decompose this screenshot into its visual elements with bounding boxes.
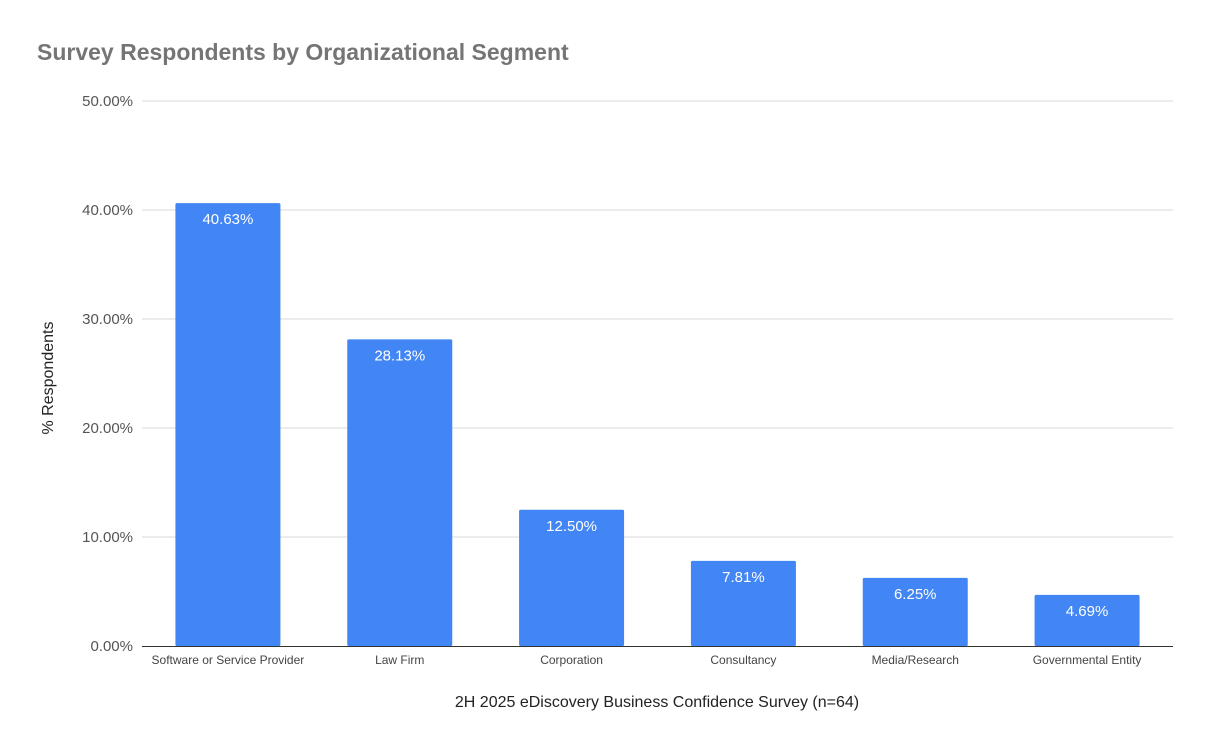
x-axis-title: 2H 2025 eDiscovery Business Confidence S… — [455, 694, 859, 711]
bar — [519, 509, 625, 646]
y-tick-label: 40.00% — [82, 202, 133, 219]
x-tick-label: Corporation — [540, 653, 603, 667]
chart-title: Survey Respondents by Organizational Seg… — [37, 39, 569, 65]
bar — [690, 560, 796, 646]
y-tick-label: 50.00% — [82, 93, 133, 110]
gridlines — [142, 100, 1173, 538]
y-tick-label: 0.00% — [90, 638, 133, 655]
bar-data-label: 4.69% — [1066, 603, 1109, 620]
bar-data-label: 28.13% — [374, 347, 425, 364]
y-tick-label: 30.00% — [82, 311, 133, 328]
bar — [862, 577, 968, 646]
x-tick-label: Consultancy — [710, 653, 776, 667]
x-tick-label: Law Firm — [375, 653, 424, 667]
x-tick-label: Software or Service Provider — [152, 653, 305, 667]
x-axis-ticks: Software or Service Provider Law Firm Corp… — [152, 653, 1142, 667]
bar-data-label: 6.25% — [894, 586, 937, 603]
bar — [347, 339, 453, 646]
y-axis-ticks: 0.00% 10.00% 20.00% 30.00% 40.00% 50.00% — [82, 93, 133, 655]
y-tick-label: 20.00% — [82, 420, 133, 437]
bar-data-label: 40.63% — [202, 211, 253, 228]
x-tick-label: Governmental Entity — [1033, 653, 1142, 667]
bar — [1034, 594, 1140, 646]
y-axis-title: % Respondents — [40, 322, 57, 435]
bar-data-label: 7.81% — [722, 569, 765, 586]
x-tick-label: Media/Research — [872, 653, 959, 667]
bar — [175, 203, 281, 646]
bar-data-label: 12.50% — [546, 518, 597, 535]
y-tick-label: 10.00% — [82, 529, 133, 546]
bars: 40.63% 28.13% 12.50% 7.81% 6.25% 4.69% — [175, 203, 1140, 646]
